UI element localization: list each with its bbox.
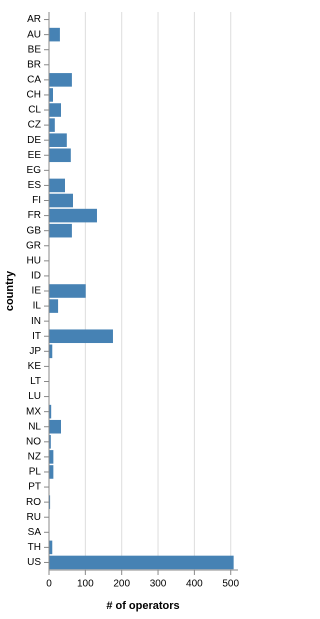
y-tick-label: GB [27, 225, 42, 236]
bar [49, 329, 113, 344]
bar [49, 88, 53, 102]
y-tick-label: LT [30, 376, 41, 387]
y-tick-label: EE [28, 150, 42, 161]
y-tick-label: IT [32, 331, 41, 342]
y-tick-label: HU [27, 255, 41, 266]
chart: country # of operators 0 100 200 300 400 500 A… [4, 12, 240, 612]
y-tick-label: MX [26, 406, 41, 417]
bar [49, 450, 54, 464]
bar [49, 103, 61, 117]
y-tick-label: FR [28, 210, 41, 221]
y-tick-label: ID [31, 271, 41, 282]
y-tick-label: CH [27, 90, 41, 101]
bar [49, 404, 52, 419]
bar [49, 223, 72, 238]
bar [49, 27, 60, 42]
y-tick-label: TH [28, 542, 41, 553]
x-tick-label: 300 [150, 579, 167, 590]
y-tick-label: ES [28, 180, 42, 191]
bar [49, 435, 51, 449]
bar [49, 344, 53, 359]
bar [49, 465, 54, 479]
y-tick-label: NZ [28, 452, 41, 463]
bar [49, 555, 234, 570]
y-tick-label: CZ [28, 120, 41, 131]
bar [49, 193, 73, 208]
bar [49, 299, 59, 313]
y-tick-label: IL [33, 301, 42, 312]
y-tick-label: GR [26, 240, 41, 251]
bar [49, 495, 51, 509]
x-tick-label: 100 [77, 579, 94, 590]
bar [49, 133, 67, 147]
x-axis-title: # of operators [106, 600, 179, 612]
bar [49, 419, 61, 434]
y-tick-label: PT [28, 482, 41, 493]
y-tick-label: DE [27, 135, 41, 146]
x-tick-label: 500 [222, 579, 239, 590]
y-tick-label: NL [28, 421, 41, 432]
y-axis-title: country [4, 270, 16, 311]
y-tick-label: PL [29, 467, 42, 478]
y-tick-label: EG [27, 165, 42, 176]
y-tick-label: LU [28, 391, 41, 402]
y-tick-label: RU [27, 512, 41, 523]
bar [49, 73, 72, 87]
y-tick-label: AR [27, 14, 41, 25]
y-tick-label: US [27, 557, 41, 568]
bar [49, 208, 97, 223]
x-tick-label: 400 [186, 579, 203, 590]
x-tick-label: 200 [113, 579, 130, 590]
y-tick-label: BE [28, 44, 42, 55]
x-tick-label: 0 [46, 579, 52, 590]
bar [49, 284, 86, 298]
y-tick-label: IN [31, 316, 41, 327]
bar [49, 540, 53, 555]
y-tick-label: JP [29, 346, 41, 357]
y-tick-label: IE [32, 286, 42, 297]
y-tick-label: CL [28, 105, 41, 116]
y-tick-label: RO [26, 497, 41, 508]
bar [49, 118, 55, 132]
bar [49, 178, 65, 193]
y-tick-label: KE [28, 361, 42, 372]
y-tick-label: BR [27, 59, 41, 70]
y-tick-label: NO [26, 436, 41, 447]
y-tick-label: CA [27, 75, 41, 86]
y-tick-label: SA [28, 527, 42, 538]
bar [49, 148, 71, 163]
y-tick-label: FI [32, 195, 41, 206]
y-tick-label: AU [27, 29, 41, 40]
